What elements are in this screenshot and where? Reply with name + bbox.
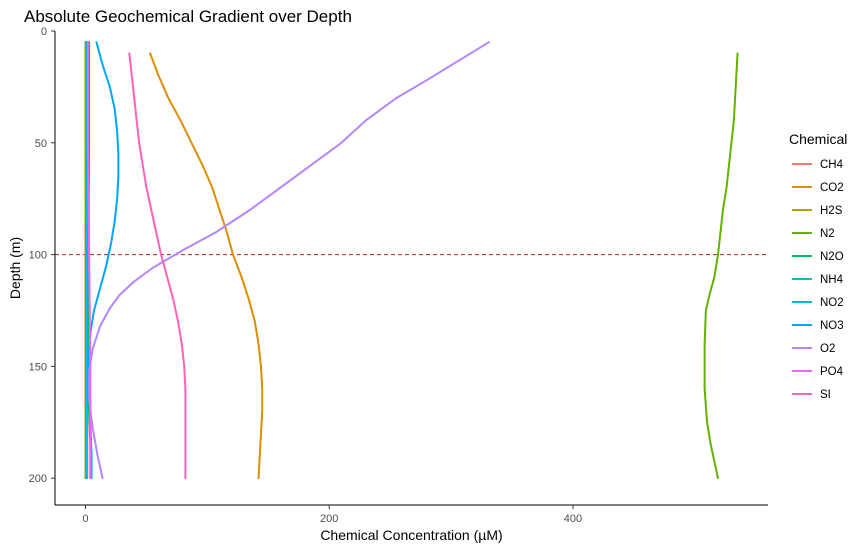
y-tick-label: 50: [35, 138, 47, 150]
legend-label-co2: CO2: [820, 182, 844, 194]
x-tick-label: 200: [320, 513, 338, 525]
y-tick-label: 0: [41, 26, 47, 38]
series-line-co2: [149, 52, 264, 480]
legend: Chemical CH4 CO2 H2S N2 N2O NH4 NO2 NO3 O2 PO4 SI: [789, 131, 847, 401]
chart-title: Absolute Geochemical Gradient over Depth: [24, 7, 352, 26]
plot-area: [55, 41, 768, 480]
legend-label-po4: PO4: [820, 366, 844, 378]
series-line-si: [128, 52, 187, 480]
series-line-po4: [86, 41, 92, 480]
x-tick-label: 0: [82, 513, 88, 525]
legend-label-no3: NO3: [820, 320, 844, 332]
y-tick-label: 100: [29, 250, 47, 262]
y-tick-label: 150: [29, 361, 47, 373]
legend-label-o2: O2: [820, 343, 835, 355]
axes: 0 200 400 0 50 100 150 200: [29, 26, 768, 525]
legend-label-si: SI: [820, 389, 831, 401]
y-tick-label: 200: [29, 473, 47, 485]
series-line-no3: [88, 41, 120, 480]
x-tick-label: 400: [564, 513, 582, 525]
legend-label-n2o: N2O: [820, 251, 844, 263]
legend-label-n2: N2: [820, 228, 835, 240]
legend-label-nh4: NH4: [820, 274, 844, 286]
legend-label-no2: NO2: [820, 297, 844, 309]
series-line-n2: [703, 52, 739, 480]
legend-label-ch4: CH4: [820, 159, 844, 171]
legend-label-h2s: H2S: [820, 205, 843, 217]
legend-title: Chemical: [789, 131, 847, 147]
x-axis-title: Chemical Concentration (µM): [320, 527, 502, 543]
series-line-o2: [88, 41, 490, 480]
y-axis-title: Depth (m): [7, 237, 23, 299]
